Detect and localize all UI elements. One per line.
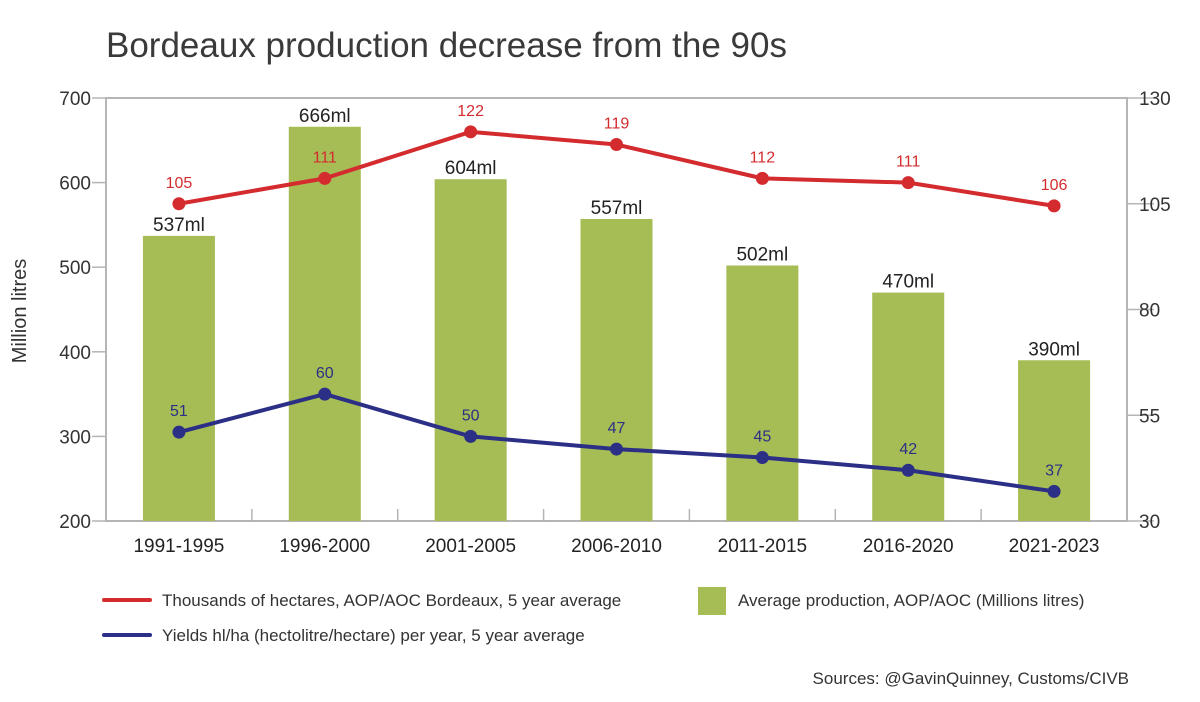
- bars: 537ml 666ml 604ml 557ml 502ml 470ml 390ml: [142, 106, 1091, 521]
- bar: [288, 126, 361, 521]
- x-tick-label: 1996-2000: [279, 536, 370, 557]
- y-tick-label: 700: [59, 89, 91, 110]
- legend-label: Thousands of hectares, AOP/AOC Bordeaux,…: [162, 591, 621, 610]
- legend-label: Average production, AOP/AOC (Millions li…: [738, 591, 1084, 610]
- series-point: [901, 176, 915, 190]
- y-tick-label: 200: [59, 512, 91, 533]
- point-value-label: 119: [604, 116, 630, 133]
- legend: Thousands of hectares, AOP/AOC Bordeaux,…: [102, 587, 1084, 645]
- bar-value-label: 604ml: [445, 158, 497, 179]
- point-value-label: 112: [750, 149, 776, 166]
- point-value-label: 111: [896, 154, 920, 171]
- y2-tick-label: 30: [1139, 512, 1160, 533]
- legend-swatch: [698, 587, 726, 615]
- point-value-label: 122: [457, 103, 484, 120]
- y2-tick-label: 80: [1139, 301, 1160, 322]
- y2-tick-label: 55: [1139, 406, 1160, 427]
- bar-value-label: 666ml: [299, 106, 351, 127]
- axes: 700 600 500 400 300 200 130 105 80 55 30 1991-1995 1…: [59, 89, 1170, 557]
- series-point: [610, 442, 623, 456]
- point-value-label: 37: [1045, 462, 1063, 479]
- y-tick-label: 400: [59, 343, 91, 364]
- x-tick-label: 2011-2015: [718, 536, 807, 557]
- y2-tick-label: 130: [1139, 89, 1171, 110]
- bar-value-label: 390ml: [1028, 339, 1080, 360]
- x-tick-label: 2001-2005: [425, 536, 516, 557]
- bar: [726, 265, 799, 521]
- x-tick-label: 2021-2023: [1009, 536, 1100, 557]
- y-tick-label: 500: [59, 258, 91, 279]
- series-point: [1047, 199, 1061, 213]
- bar: [142, 235, 215, 521]
- y-axis-label: Million litres: [9, 259, 31, 363]
- bar: [580, 218, 653, 521]
- series-point: [755, 171, 769, 185]
- series-point: [172, 197, 186, 211]
- series-point: [464, 429, 478, 443]
- point-value-label: 42: [899, 441, 917, 458]
- point-value-label: 47: [608, 420, 626, 437]
- y-tick-label: 300: [59, 427, 91, 448]
- point-value-label: 45: [753, 429, 771, 446]
- series-point: [318, 171, 332, 185]
- point-value-label: 106: [1041, 177, 1068, 194]
- bar: [434, 179, 507, 521]
- series-point: [610, 138, 623, 152]
- point-value-label: 51: [170, 403, 188, 420]
- y-tick-label: 600: [59, 174, 91, 195]
- legend-label: Yields hl/ha (hectolitre/hectare) per ye…: [162, 626, 585, 645]
- series-point: [172, 425, 186, 439]
- lines: 105 111 122 119 112 111 106 51 60 50 47 45 42 37: [166, 103, 1068, 498]
- bar: [872, 292, 945, 521]
- x-tick-label: 2016-2020: [863, 536, 954, 557]
- x-tick-label: 2006-2010: [571, 536, 662, 557]
- series-point: [318, 387, 332, 401]
- bar-value-label: 470ml: [882, 272, 934, 293]
- bar-value-label: 502ml: [736, 245, 788, 266]
- series-point: [901, 463, 915, 477]
- x-tick-label: 1991-1995: [133, 536, 224, 557]
- bar-value-label: 537ml: [153, 215, 205, 236]
- point-value-label: 50: [462, 407, 480, 424]
- point-value-label: 60: [316, 365, 334, 382]
- point-value-label: 111: [313, 149, 337, 166]
- chart-title: Bordeaux production decrease from the 90…: [106, 26, 787, 65]
- point-value-label: 105: [166, 175, 193, 192]
- series-point: [464, 125, 478, 139]
- source-note: Sources: @GavinQuinney, Customs/CIVB: [813, 669, 1129, 688]
- series-point: [755, 451, 769, 465]
- bar-value-label: 557ml: [591, 198, 643, 219]
- y2-tick-label: 105: [1139, 195, 1171, 216]
- series-point: [1047, 484, 1061, 498]
